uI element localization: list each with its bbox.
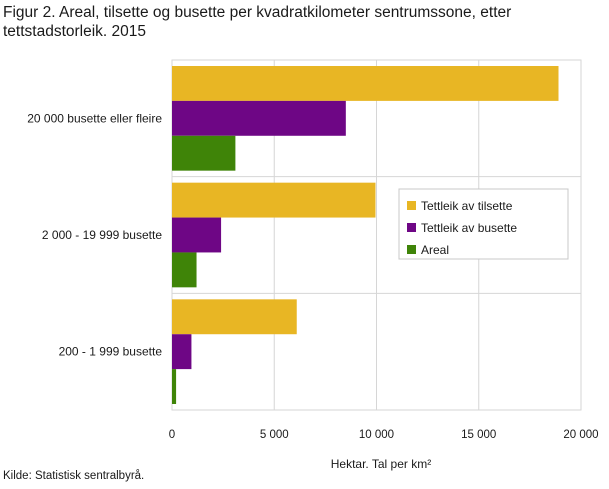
- x-tick-label: 10 000: [359, 429, 394, 441]
- legend-swatch: [407, 201, 416, 210]
- chart-title: Figur 2. Areal, tilsette og busette per …: [3, 4, 512, 40]
- category-label: 2 000 - 19 999 busette: [42, 228, 162, 242]
- bars: [172, 66, 559, 404]
- bar: [172, 369, 177, 404]
- x-tick-label: 20 000: [563, 429, 598, 441]
- bar: [172, 217, 222, 253]
- legend-label: Areal: [421, 243, 449, 257]
- category-label: 200 - 1 999 busette: [59, 345, 163, 359]
- legend-swatch: [407, 245, 416, 254]
- category-labels: 20 000 busette eller fleire 2 000 - 19 99…: [27, 111, 162, 358]
- legend-swatch: [407, 223, 416, 232]
- legend-box: [398, 188, 569, 260]
- legend-label: Tettleik av tilsette: [421, 199, 513, 213]
- bar: [172, 334, 192, 370]
- x-tick-label: 5 000: [260, 429, 289, 441]
- bar: [172, 252, 197, 288]
- bar: [172, 182, 376, 218]
- bar: [172, 135, 236, 171]
- legend-label: Tettleik av busette: [421, 221, 517, 235]
- x-axis-label: Hektar. Tal per km²: [331, 457, 431, 471]
- source-note: Kilde: Statistisk sentralbyrå.: [3, 470, 145, 482]
- category-label: 20 000 busette eller fleire: [27, 111, 162, 125]
- bar: [172, 299, 297, 335]
- x-tick-label: 15 000: [461, 429, 496, 441]
- x-tick-labels: 0 5 000 10 000 15 000 20 000: [169, 429, 599, 441]
- x-tick-label: 0: [169, 429, 175, 441]
- legend: Tettleik av tilsette Tettleik av busette A…: [398, 188, 569, 260]
- bar: [172, 66, 559, 101]
- bar: [172, 100, 346, 136]
